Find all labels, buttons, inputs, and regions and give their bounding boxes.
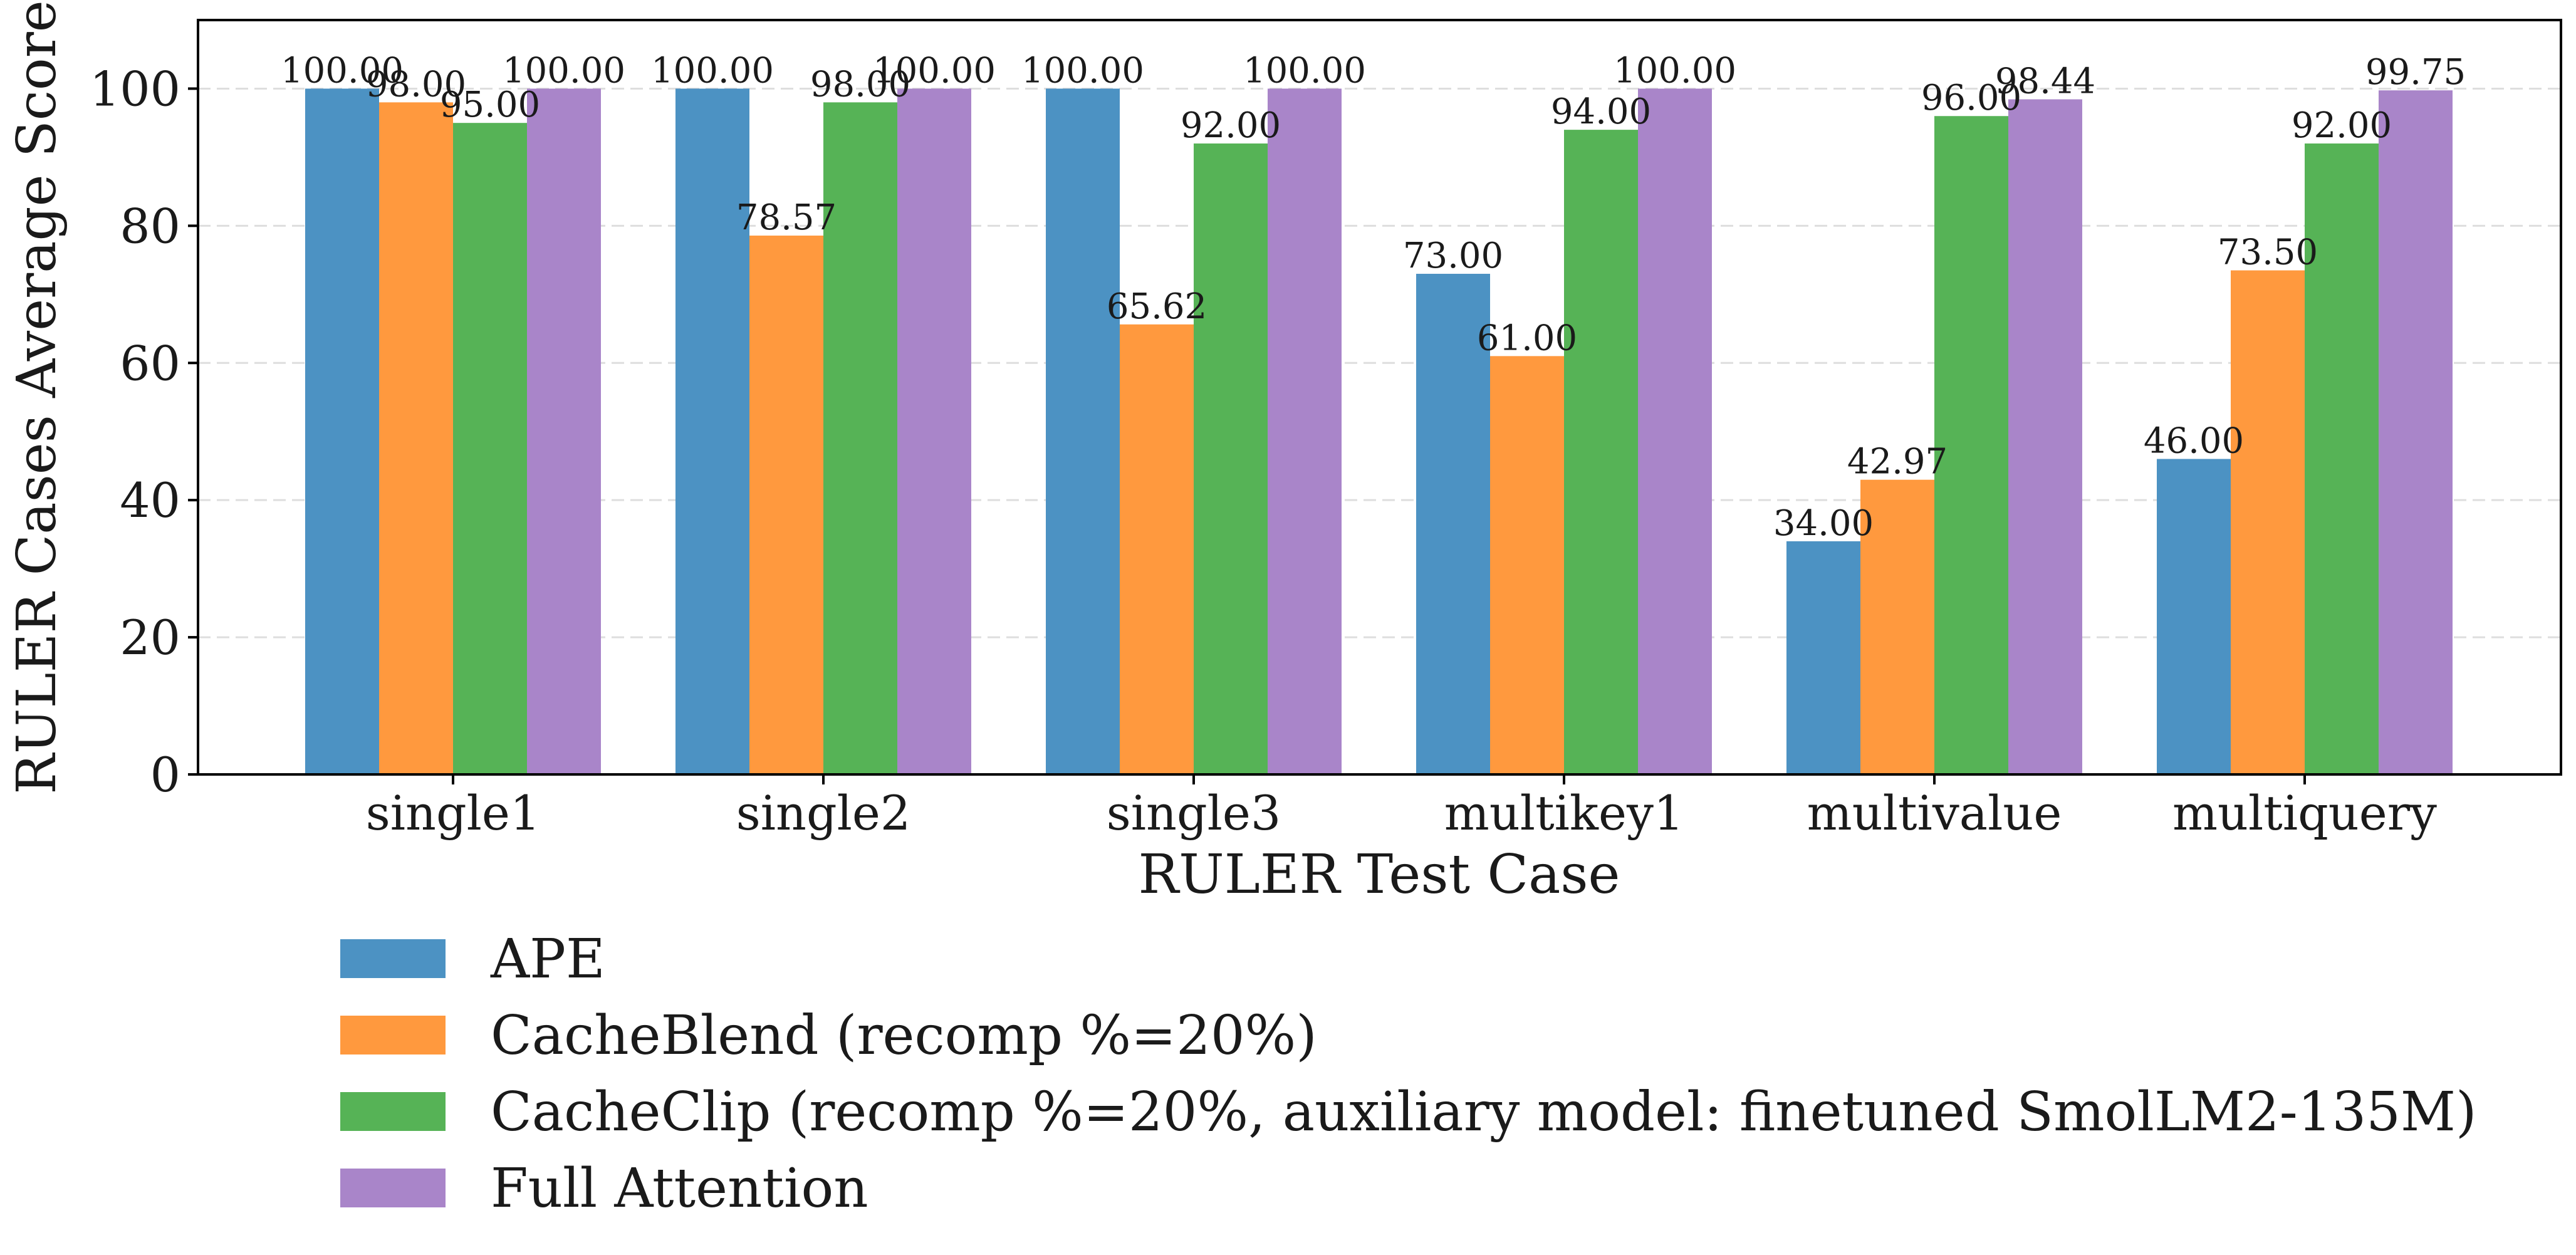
data-label: 100.00	[651, 50, 774, 91]
data-label: 100.00	[1021, 50, 1144, 91]
bar-multiquery-series-1	[2231, 270, 2305, 774]
bar-multikey1-series-0	[1416, 273, 1490, 774]
data-label: 92.00	[2292, 105, 2392, 146]
bar-single1-series-0	[305, 88, 379, 774]
bar-single3-series-0	[1046, 88, 1120, 774]
bar-multiquery-series-3	[2379, 90, 2453, 774]
bar-single3-series-1	[1120, 324, 1194, 774]
legend-item: CacheClip (recomp %=20%, auxiliary model…	[340, 1081, 2477, 1143]
legend-label: APE	[490, 928, 605, 991]
x-axis-title: RULER Test Case	[1139, 843, 1620, 906]
data-label: 73.00	[1403, 236, 1503, 276]
bar-single3-series-3	[1268, 88, 1342, 774]
bar-single1-series-1	[379, 102, 453, 774]
x-axis-ticks: single1 single2 single3 multikey1 multivalue…	[366, 774, 2437, 841]
bar-multikey1-series-2	[1564, 130, 1638, 774]
data-label: 98.00	[366, 64, 466, 105]
legend-item: Full Attention	[340, 1157, 868, 1220]
data-label: 95.00	[440, 85, 540, 125]
data-label: 100.00	[281, 50, 404, 91]
legend-swatch	[340, 1016, 446, 1055]
x-tick-label: single1	[366, 785, 541, 841]
y-tick-label: 0	[150, 747, 180, 803]
legend-swatch	[340, 1092, 446, 1131]
data-label: 98.00	[810, 64, 910, 105]
data-label: 65.62	[1107, 286, 1207, 327]
bar-multivalue-series-2	[1934, 116, 2008, 775]
x-tick-label: single3	[1107, 785, 1281, 841]
data-label: 100.00	[873, 50, 996, 91]
data-label: 100.00	[1614, 50, 1736, 91]
y-axis-title: RULER Cases Average Score	[6, 0, 68, 794]
legend-swatch	[340, 1169, 446, 1207]
bar-multikey1-series-1	[1490, 356, 1564, 774]
legend-item: CacheBlend (recomp %=20%)	[340, 1004, 1317, 1067]
x-tick-label: multiquery	[2172, 785, 2437, 841]
y-tick-label: 100	[90, 61, 180, 117]
bar-multivalue-series-3	[2008, 99, 2082, 775]
bar-single3-series-2	[1194, 143, 1268, 774]
data-label: 100.00	[1243, 50, 1366, 91]
bar-multivalue-series-0	[1786, 541, 1860, 774]
legend-label: Full Attention	[491, 1157, 868, 1220]
data-label: 96.00	[1921, 78, 2021, 118]
bar-single1-series-2	[453, 123, 527, 774]
data-label: 34.00	[1773, 503, 1874, 544]
y-axis-ticks: 0 20 40 60 80 100	[90, 61, 198, 803]
y-tick-label: 80	[120, 198, 180, 254]
plot-frame	[197, 19, 2562, 776]
data-label: 78.57	[736, 197, 837, 238]
legend: APE CacheBlend (recomp %=20%) CacheClip (r…	[340, 928, 2477, 1220]
bar-multiquery-series-2	[2305, 143, 2379, 774]
x-tick-label: single2	[736, 785, 911, 841]
legend-label: CacheBlend (recomp %=20%)	[491, 1004, 1317, 1067]
data-label: 98.44	[1995, 61, 2095, 102]
data-label: 46.00	[2144, 421, 2244, 462]
bar-single2-series-0	[675, 88, 749, 774]
bars	[305, 88, 2453, 775]
y-tick-label: 20	[120, 610, 180, 665]
bar-single2-series-3	[897, 88, 971, 774]
x-tick-label: multivalue	[1807, 785, 2062, 841]
bar-multiquery-series-0	[2157, 459, 2231, 774]
y-tick-label: 40	[120, 472, 180, 528]
x-tick-label: multikey1	[1444, 785, 1684, 841]
legend-item: APE	[340, 928, 605, 991]
data-label: 42.97	[1847, 442, 1948, 482]
data-label: 92.00	[1181, 105, 1281, 146]
data-label: 73.50	[2218, 232, 2318, 273]
bar-single2-series-2	[823, 102, 897, 774]
legend-swatch	[340, 939, 446, 978]
bar-single1-series-3	[527, 88, 601, 774]
data-label: 100.00	[503, 50, 625, 91]
y-tick-label: 60	[120, 335, 180, 391]
bar-single2-series-1	[749, 236, 823, 774]
bar-multikey1-series-3	[1638, 88, 1712, 774]
data-label: 94.00	[1551, 91, 1651, 132]
bar-multivalue-series-1	[1860, 479, 1934, 774]
data-label: 61.00	[1477, 318, 1577, 358]
data-label: 99.75	[2365, 52, 2466, 93]
legend-label: CacheClip (recomp %=20%, auxiliary model…	[491, 1081, 2477, 1143]
